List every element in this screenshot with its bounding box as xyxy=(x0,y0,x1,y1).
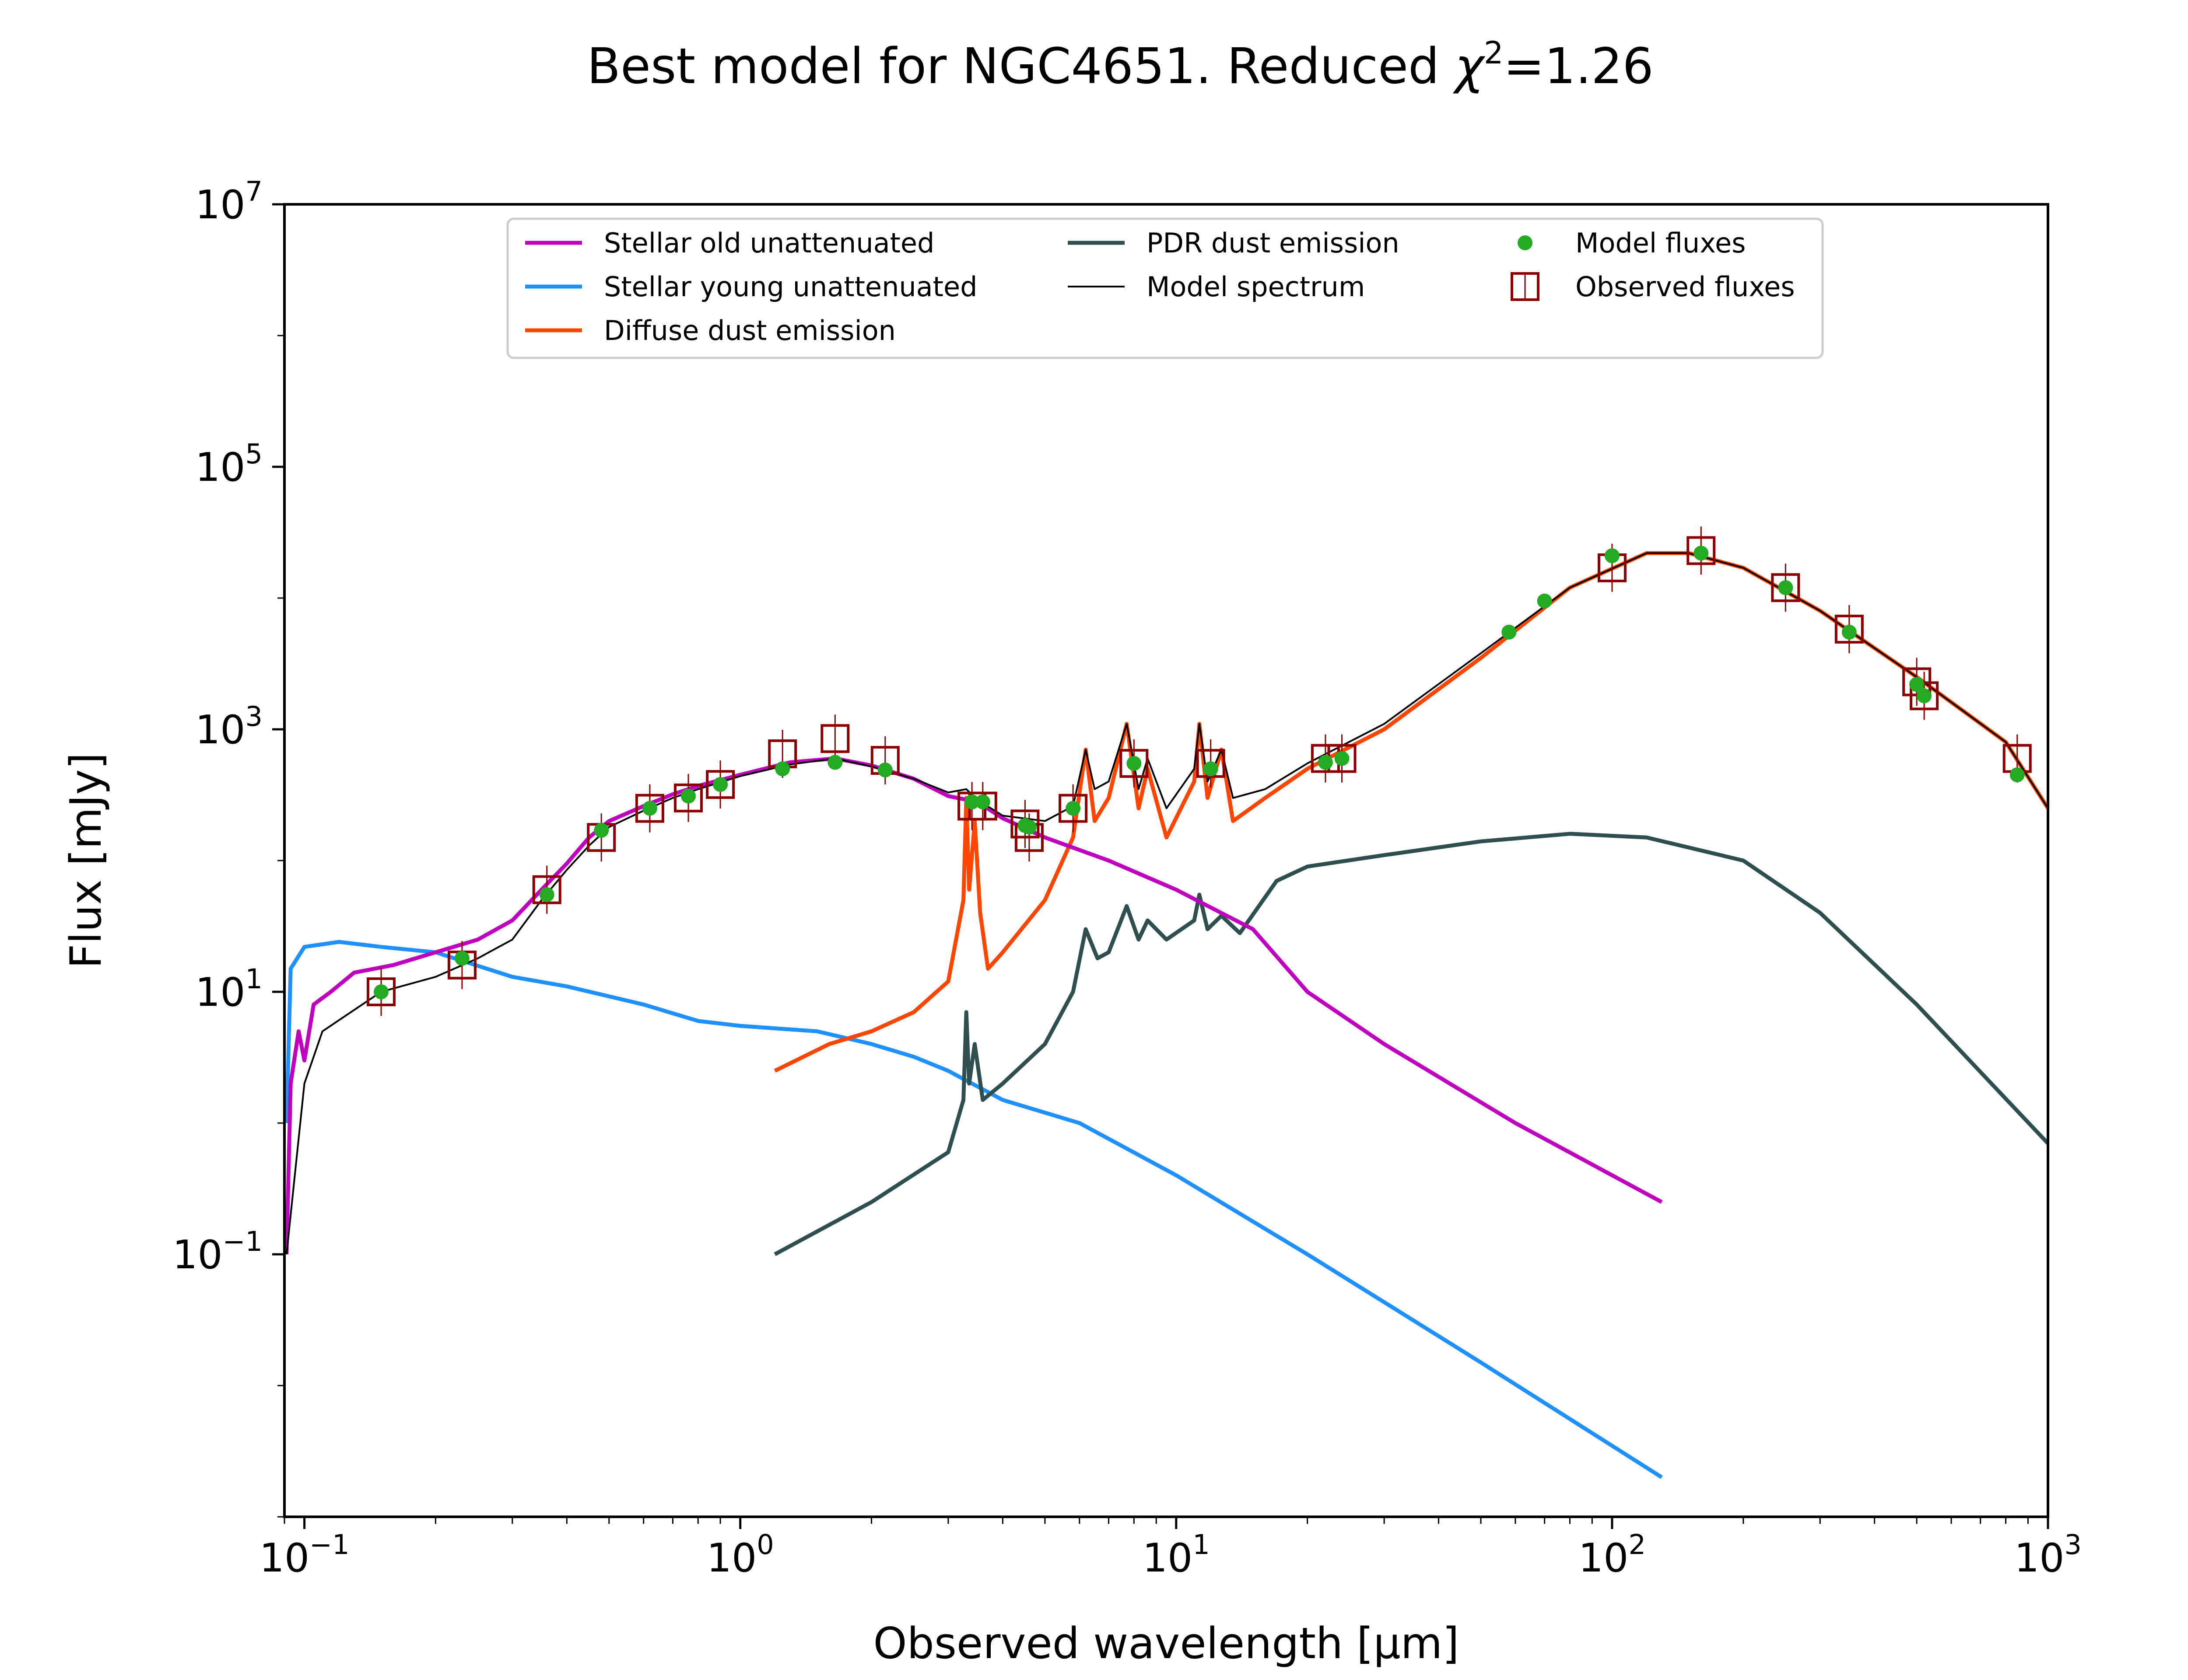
model-flux-point-8 xyxy=(775,761,790,777)
chart-title-value: =1.26 xyxy=(1504,38,1654,95)
model-flux-point-17 xyxy=(1203,761,1218,777)
model-flux-point-6 xyxy=(681,788,696,804)
legend-label: Stellar old unattenuated xyxy=(604,227,934,259)
model-flux-point-23 xyxy=(1694,546,1709,561)
model-flux-point-25 xyxy=(1841,624,1857,640)
y-tick-label: 107 xyxy=(195,175,263,228)
model-flux-point-7 xyxy=(713,777,728,792)
legend-box xyxy=(506,217,1824,359)
series-layer xyxy=(284,526,2048,1479)
ticks-layer: 10−1 100 101 102 103 10−1 101 103 105 107 xyxy=(172,175,2082,1581)
y-tick-label: 105 xyxy=(195,438,263,490)
legend-label: Observed fluxes xyxy=(1575,271,1795,303)
model-flux-point-9 xyxy=(828,755,843,770)
observed-flux-point-9 xyxy=(820,714,850,763)
model-flux-point-22 xyxy=(1604,548,1620,564)
model-flux-point-3 xyxy=(539,887,554,902)
legend-label: Model spectrum xyxy=(1147,271,1365,303)
y-tick-label: 101 xyxy=(195,963,263,1015)
legend-label: Stellar young unattenuated xyxy=(604,271,977,303)
chart-title: Best model for NGC4651. Reduced χ2=1.26 xyxy=(587,35,1654,95)
model-flux-point-18 xyxy=(1318,755,1333,770)
model-flux-point-12 xyxy=(975,794,990,809)
model-flux-point-4 xyxy=(594,822,609,838)
y-tick-label: 10−1 xyxy=(172,1225,263,1278)
x-tick-label: 101 xyxy=(1143,1529,1210,1581)
plot-frame xyxy=(283,203,2049,1518)
legend-item-model-spectrum: Model spectrum xyxy=(1068,271,1365,303)
model-flux-point-21 xyxy=(1537,593,1552,609)
legend-items: Stellar old unattenuated Stellar young un… xyxy=(525,227,1795,346)
model-flux-point-1 xyxy=(374,984,389,999)
y-tick-label: 103 xyxy=(195,700,263,753)
x-axis-label: Observed wavelength [μm] xyxy=(873,1619,1459,1669)
chart-title-text: Best model for NGC4651. Reduced xyxy=(587,38,1439,95)
model-flux-point-10 xyxy=(877,762,893,777)
legend-item-observed-fluxes: Observed fluxes xyxy=(1511,271,1795,303)
model-flux-point-5 xyxy=(642,801,657,816)
model-flux-point-24 xyxy=(1778,580,1793,595)
model-flux-point-11 xyxy=(964,794,980,809)
model-flux-point-14 xyxy=(1021,819,1037,835)
legend-item-pdr-dust-emission: PDR dust emission xyxy=(1068,227,1399,259)
legend-label: Model fluxes xyxy=(1575,227,1746,259)
model-flux-point-2 xyxy=(454,951,470,966)
model-flux-point-20 xyxy=(1501,624,1517,640)
model-flux-point-19 xyxy=(1334,751,1350,766)
model-flux-point-27 xyxy=(1917,688,1932,704)
chart-title-chi: χ xyxy=(1453,38,1486,95)
legend-label: Diffuse dust emission xyxy=(604,315,896,346)
legend-swatch xyxy=(1518,235,1532,250)
x-tick-label: 10−1 xyxy=(259,1529,350,1581)
legend-item-model-fluxes: Model fluxes xyxy=(1518,227,1746,259)
x-tick-label: 100 xyxy=(707,1529,774,1581)
x-tick-label: 103 xyxy=(2014,1529,2082,1581)
model-flux-point-16 xyxy=(1126,756,1142,771)
legend-item-stellar-old-unattenuated: Stellar old unattenuated xyxy=(525,227,934,259)
model-flux-point-26 xyxy=(1909,677,1925,692)
x-tick-label: 102 xyxy=(1578,1529,1646,1581)
legend-label: PDR dust emission xyxy=(1147,227,1399,259)
model-flux-point-28 xyxy=(2009,767,2025,782)
y-axis-label: Flux [mJy] xyxy=(61,752,111,969)
series-line-stellar-young-unattenuated xyxy=(284,940,1663,1479)
chart-title-chi-exp: 2 xyxy=(1484,35,1504,71)
series-line-diffuse-dust-emission xyxy=(774,551,2048,1073)
series-line-pdr-dust-emission xyxy=(774,832,2048,1256)
legend-item-stellar-young-unattenuated: Stellar young unattenuated xyxy=(525,271,977,303)
legend: Stellar old unattenuated Stellar young un… xyxy=(506,217,1824,359)
legend-item-diffuse-dust-emission: Diffuse dust emission xyxy=(525,315,896,346)
model-flux-point-15 xyxy=(1066,801,1081,816)
